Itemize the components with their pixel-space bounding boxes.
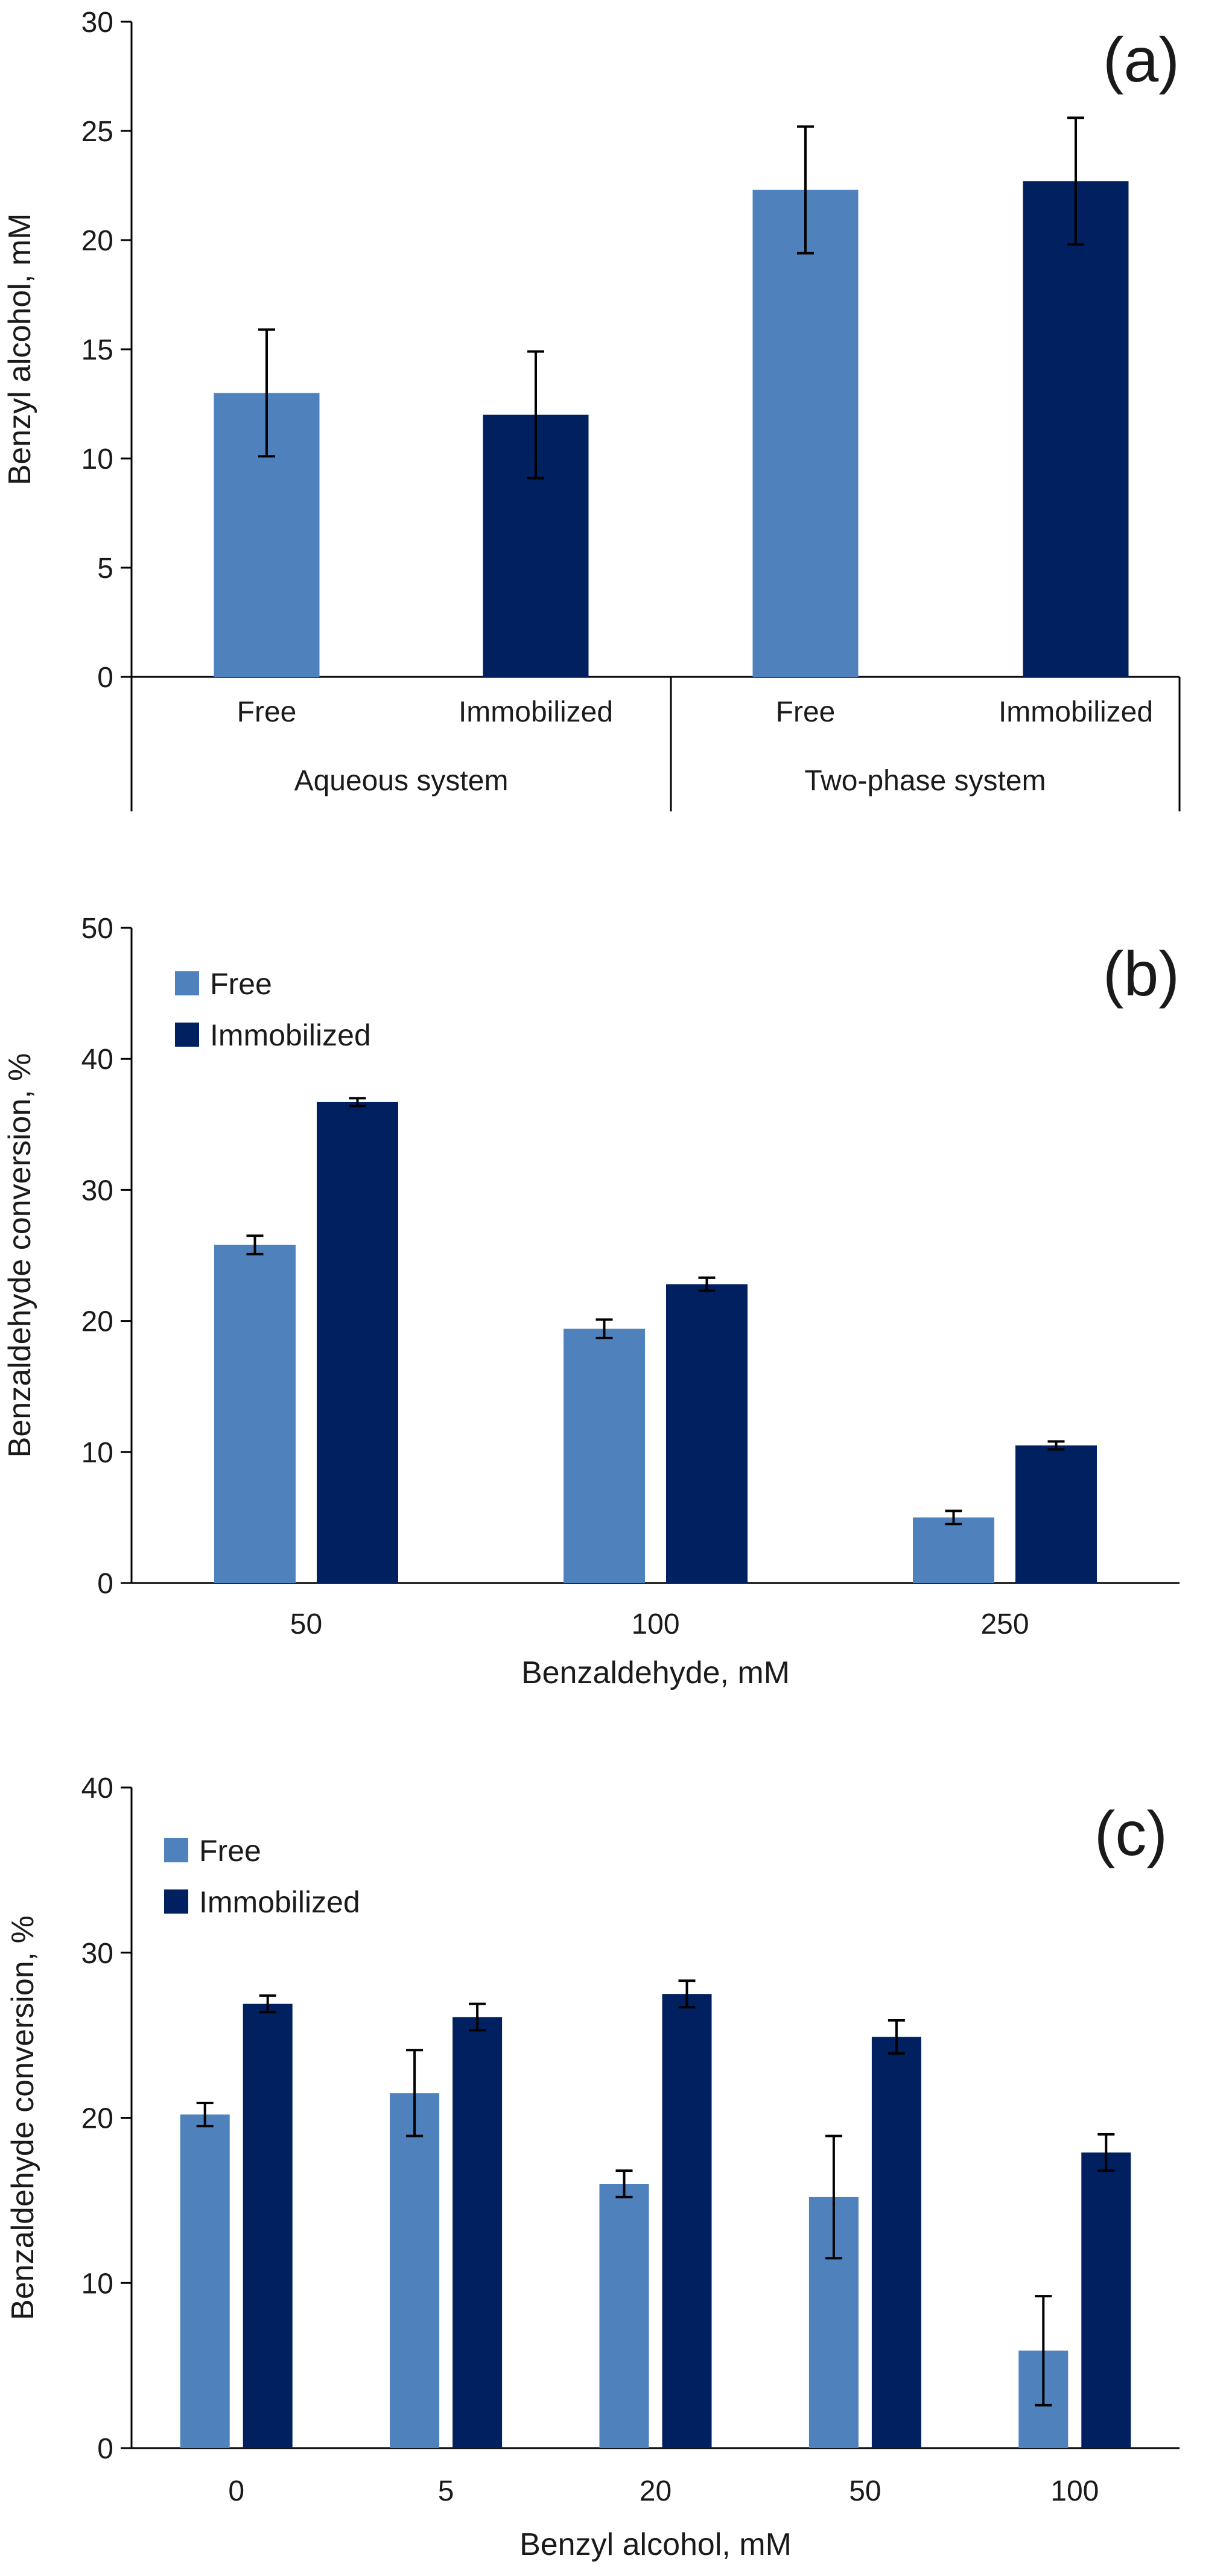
y-tick-label: 40 — [81, 1772, 113, 1804]
legend-label: Free — [210, 967, 272, 1001]
chart-panel-c: 0 10 20 30 40 Benzaldehyde conversion, % (c) 0 5… — [5, 1772, 1180, 2562]
x-tick-label: 50 — [849, 2475, 881, 2507]
immobilized-100-bar — [1081, 2152, 1131, 2448]
y-axis-title: Benzaldehyde conversion, % — [2, 1053, 37, 1458]
y-tick-label: 0 — [97, 2433, 113, 2465]
x-group-label: Two-phase system — [804, 765, 1046, 797]
x-category-label: Free — [776, 696, 836, 728]
y-tick-label: 0 — [97, 662, 113, 694]
x-category-label: Free — [237, 696, 297, 728]
x-tick-label: 5 — [438, 2475, 454, 2507]
y-tick-label: 25 — [81, 116, 113, 148]
x-axis-title: Benzyl alcohol, mM — [519, 2527, 792, 2562]
legend: Free Immobilized — [164, 1834, 360, 1919]
y-tick-label: 10 — [81, 443, 113, 475]
y-tick-label: 0 — [97, 1568, 113, 1600]
x-tick-label: 250 — [980, 1608, 1029, 1640]
panel-label: (c) — [1094, 1799, 1167, 1869]
y-tick-label: 15 — [81, 334, 113, 366]
immobilized-0-bar — [243, 2003, 293, 2448]
legend-label: Immobilized — [210, 1018, 371, 1052]
immobilized-50-bar — [871, 2037, 921, 2448]
free-0-bar — [180, 2114, 230, 2448]
y-tick-label: 30 — [81, 1938, 113, 1970]
y-tick-label: 30 — [81, 1175, 113, 1207]
y-tick-label: 50 — [81, 913, 113, 945]
free-20-bar — [599, 2184, 649, 2448]
y-tick-label: 40 — [81, 1044, 113, 1076]
y-tick-label: 30 — [81, 7, 113, 39]
y-tick-label: 20 — [81, 225, 113, 257]
free-250-bar — [913, 1517, 994, 1583]
x-category-label: Immobilized — [459, 696, 613, 728]
y-tick-label: 20 — [81, 2103, 113, 2135]
legend-swatch — [164, 1838, 188, 1862]
y-tick-label: 5 — [97, 553, 113, 585]
x-tick-label: 100 — [1050, 2475, 1099, 2507]
immobilized-250-bar — [1015, 1445, 1097, 1583]
panel-label: (b) — [1103, 939, 1180, 1009]
x-tick-label: 50 — [290, 1608, 322, 1640]
legend-swatch — [175, 971, 199, 995]
immobilized-two-phase-bar — [1023, 181, 1129, 677]
free-100-bar — [564, 1328, 645, 1583]
chart-panel-a: 0 5 10 15 20 25 30 Benzyl alcohol, mM (a) Free Imm… — [2, 7, 1181, 811]
free-50-bar — [214, 1245, 296, 1583]
legend-swatch — [164, 1889, 188, 1914]
y-tick-label: 10 — [81, 2268, 113, 2300]
x-category-label: Immobilized — [999, 696, 1153, 728]
free-5-bar — [390, 2093, 440, 2448]
x-tick-label: 20 — [640, 2475, 672, 2507]
immobilized-5-bar — [453, 2017, 503, 2448]
y-axis-title: Benzaldehyde conversion, % — [5, 1915, 40, 2320]
y-tick-label: 20 — [81, 1306, 113, 1338]
panel-label: (a) — [1103, 25, 1180, 95]
legend-swatch — [175, 1023, 199, 1047]
legend-label: Free — [199, 1834, 261, 1868]
legend: Free Immobilized — [175, 967, 371, 1052]
immobilized-50-bar — [317, 1102, 398, 1583]
y-tick-label: 10 — [81, 1437, 113, 1469]
immobilized-100-bar — [666, 1284, 748, 1583]
free-two-phase-bar — [752, 189, 859, 677]
x-tick-label: 100 — [631, 1608, 679, 1640]
x-group-label: Aqueous system — [294, 765, 509, 797]
chart-panel-b: 0 10 20 30 40 50 Benzaldehyde conversion, % (b)… — [2, 913, 1180, 1690]
immobilized-20-bar — [662, 1994, 712, 2448]
x-tick-label: 0 — [228, 2475, 244, 2507]
legend-label: Immobilized — [199, 1885, 360, 1919]
y-axis-title: Benzyl alcohol, mM — [2, 214, 37, 486]
x-axis-title: Benzaldehyde, mM — [521, 1655, 790, 1690]
